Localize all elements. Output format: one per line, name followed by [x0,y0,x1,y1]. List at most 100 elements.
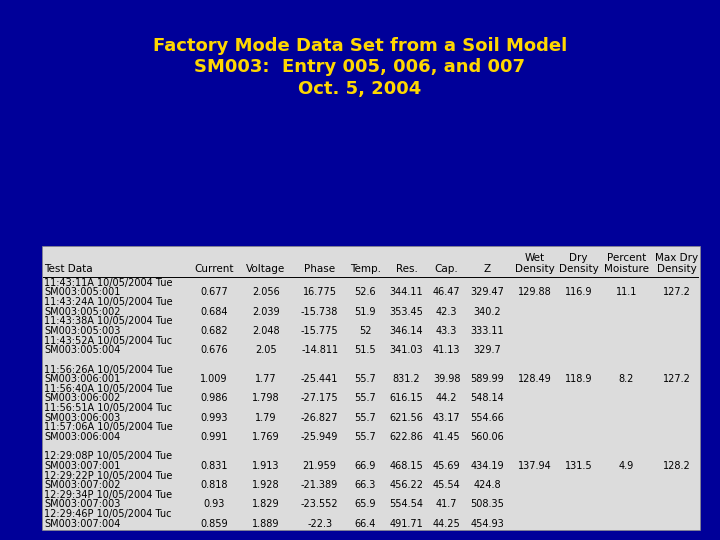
Text: 55.7: 55.7 [354,432,376,442]
Text: 622.86: 622.86 [390,432,423,442]
Text: 1.009: 1.009 [200,374,228,384]
Text: 43.17: 43.17 [433,413,461,423]
Text: 52.6: 52.6 [354,287,376,298]
Text: 0.818: 0.818 [200,480,228,490]
Text: 12:29:22P 10/05/2004 Tue: 12:29:22P 10/05/2004 Tue [44,470,172,481]
Text: Moisture: Moisture [604,265,649,274]
Text: 434.19: 434.19 [470,461,504,471]
Text: 116.9: 116.9 [565,287,593,298]
Text: 41.45: 41.45 [433,432,461,442]
Text: 11:56:26A 10/05/2004 Tue: 11:56:26A 10/05/2004 Tue [44,364,173,375]
Text: 16.775: 16.775 [302,287,336,298]
Text: 11:43:38A 10/05/2004 Tue: 11:43:38A 10/05/2004 Tue [44,316,172,326]
Text: 491.71: 491.71 [390,519,423,529]
Text: 616.15: 616.15 [390,394,423,403]
Text: 43.3: 43.3 [436,326,457,336]
Text: 548.14: 548.14 [470,394,504,403]
Text: 51.5: 51.5 [354,345,376,355]
Text: 0.993: 0.993 [200,413,228,423]
Text: 0.991: 0.991 [200,432,228,442]
Text: Current: Current [194,265,234,274]
Text: Voltage: Voltage [246,265,285,274]
Text: 329.7: 329.7 [473,345,501,355]
Text: 51.9: 51.9 [354,307,376,317]
Text: 1.798: 1.798 [252,394,279,403]
Text: Cap.: Cap. [435,265,459,274]
Text: 65.9: 65.9 [354,500,376,509]
Text: 589.99: 589.99 [470,374,504,384]
Text: -26.827: -26.827 [301,413,338,423]
Text: 0.676: 0.676 [200,345,228,355]
Text: SM003:005:001: SM003:005:001 [44,287,120,298]
Text: SM003:006:002: SM003:006:002 [44,394,120,403]
Text: 11:43:24A 10/05/2004 Tue: 11:43:24A 10/05/2004 Tue [44,297,173,307]
Text: 0.859: 0.859 [200,519,228,529]
Text: 127.2: 127.2 [663,374,691,384]
Text: -21.389: -21.389 [301,480,338,490]
Text: 66.4: 66.4 [354,519,376,529]
Text: 128.2: 128.2 [663,461,691,471]
Text: -25.441: -25.441 [301,374,338,384]
Text: 353.45: 353.45 [390,307,423,317]
Text: 1.769: 1.769 [252,432,279,442]
Text: 0.831: 0.831 [200,461,228,471]
Text: 346.14: 346.14 [390,326,423,336]
Text: 52: 52 [359,326,372,336]
Text: 127.2: 127.2 [663,287,691,298]
Text: 1.829: 1.829 [252,500,279,509]
Text: Factory Mode Data Set from a Soil Model: Factory Mode Data Set from a Soil Model [153,37,567,55]
Text: -15.738: -15.738 [301,307,338,317]
Text: 11:57:06A 10/05/2004 Tue: 11:57:06A 10/05/2004 Tue [44,422,173,433]
Text: Density: Density [515,265,554,274]
Text: -15.775: -15.775 [301,326,338,336]
Text: 2.048: 2.048 [252,326,279,336]
Text: -25.949: -25.949 [301,432,338,442]
Text: 560.06: 560.06 [470,432,504,442]
Text: SM003:007:002: SM003:007:002 [44,480,120,490]
Text: 11:43:52A 10/05/2004 Tuc: 11:43:52A 10/05/2004 Tuc [44,336,172,346]
Text: Density: Density [657,265,697,274]
Text: 2.05: 2.05 [255,345,276,355]
Text: Phase: Phase [304,265,335,274]
Text: 2.039: 2.039 [252,307,279,317]
Text: -23.552: -23.552 [301,500,338,509]
Text: 44.25: 44.25 [433,519,461,529]
Text: 11.1: 11.1 [616,287,637,298]
Text: 45.69: 45.69 [433,461,461,471]
Text: 45.54: 45.54 [433,480,461,490]
Text: Percent: Percent [607,253,646,262]
Text: 66.3: 66.3 [354,480,376,490]
Text: Z: Z [484,265,491,274]
Text: SM003:007:001: SM003:007:001 [44,461,120,471]
Text: -14.811: -14.811 [301,345,338,355]
Text: 66.9: 66.9 [354,461,376,471]
Text: -22.3: -22.3 [307,519,332,529]
Text: 11:56:51A 10/05/2004 Tuc: 11:56:51A 10/05/2004 Tuc [44,403,172,413]
Text: SM003:006:001: SM003:006:001 [44,374,120,384]
Text: 831.2: 831.2 [392,374,420,384]
Text: Max Dry: Max Dry [655,253,698,262]
Text: 44.2: 44.2 [436,394,457,403]
Text: 554.66: 554.66 [470,413,504,423]
Text: 131.5: 131.5 [564,461,593,471]
Text: 1.928: 1.928 [252,480,279,490]
Text: SM003:005:003: SM003:005:003 [44,326,120,336]
Text: Density: Density [559,265,598,274]
Text: 344.11: 344.11 [390,287,423,298]
Text: SM003:007:004: SM003:007:004 [44,519,120,529]
Text: 8.2: 8.2 [618,374,634,384]
Text: Temp.: Temp. [350,265,381,274]
Text: 454.93: 454.93 [470,519,504,529]
FancyBboxPatch shape [42,246,700,530]
Text: 12:29:34P 10/05/2004 Tue: 12:29:34P 10/05/2004 Tue [44,490,172,500]
Text: 508.35: 508.35 [470,500,504,509]
Text: Res.: Res. [395,265,418,274]
Text: Dry: Dry [570,253,588,262]
Text: 55.7: 55.7 [354,394,376,403]
Text: Oct. 5, 2004: Oct. 5, 2004 [298,80,422,98]
Text: 12:29:08P 10/05/2004 Tue: 12:29:08P 10/05/2004 Tue [44,451,172,461]
Text: 46.47: 46.47 [433,287,461,298]
Text: 41.7: 41.7 [436,500,457,509]
Text: 11:56:40A 10/05/2004 Tue: 11:56:40A 10/05/2004 Tue [44,384,173,394]
Text: 42.3: 42.3 [436,307,457,317]
